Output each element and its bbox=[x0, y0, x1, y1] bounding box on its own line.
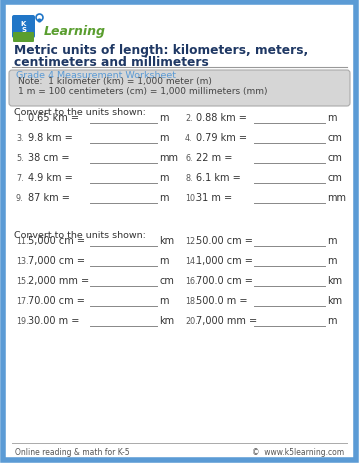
Text: ©  www.k5learning.com: © www.k5learning.com bbox=[252, 447, 344, 456]
FancyBboxPatch shape bbox=[12, 16, 35, 39]
Text: cm: cm bbox=[159, 275, 174, 285]
Text: m: m bbox=[159, 113, 168, 123]
Text: mm: mm bbox=[327, 193, 346, 203]
Text: S: S bbox=[21, 27, 26, 33]
Text: 9.8 km =: 9.8 km = bbox=[28, 133, 73, 143]
Text: m: m bbox=[327, 236, 336, 245]
Text: 87 km =: 87 km = bbox=[28, 193, 70, 203]
Text: 6.1 km =: 6.1 km = bbox=[196, 173, 241, 182]
Text: km: km bbox=[159, 315, 174, 325]
Text: 70.00 cm =: 70.00 cm = bbox=[28, 295, 85, 305]
Text: 14.: 14. bbox=[185, 257, 197, 265]
Text: km: km bbox=[327, 295, 342, 305]
Text: 0.65 km =: 0.65 km = bbox=[28, 113, 79, 123]
Text: Note:  1 kilometer (km) = 1,000 meter (m): Note: 1 kilometer (km) = 1,000 meter (m) bbox=[18, 77, 212, 86]
Text: m: m bbox=[159, 256, 168, 265]
Text: K: K bbox=[21, 21, 26, 27]
Text: cm: cm bbox=[327, 133, 342, 143]
Text: m: m bbox=[327, 113, 336, 123]
Text: 13.: 13. bbox=[16, 257, 28, 265]
Text: 2,000 mm =: 2,000 mm = bbox=[28, 275, 89, 285]
Text: 700.0 cm =: 700.0 cm = bbox=[196, 275, 253, 285]
Text: 7,000 cm =: 7,000 cm = bbox=[28, 256, 85, 265]
Text: 500.0 m =: 500.0 m = bbox=[196, 295, 247, 305]
Text: 10.: 10. bbox=[185, 194, 197, 203]
Text: cm: cm bbox=[327, 153, 342, 163]
Text: 3.: 3. bbox=[16, 134, 23, 143]
Text: cm: cm bbox=[327, 173, 342, 182]
Text: 7.: 7. bbox=[16, 174, 24, 182]
Text: Convert to the units shown:: Convert to the units shown: bbox=[14, 231, 146, 239]
FancyBboxPatch shape bbox=[3, 3, 356, 460]
Text: m: m bbox=[327, 315, 336, 325]
Text: 2.: 2. bbox=[185, 114, 193, 123]
Text: 12.: 12. bbox=[185, 237, 197, 245]
Text: Online reading & math for K-5: Online reading & math for K-5 bbox=[15, 447, 130, 456]
Text: mm: mm bbox=[159, 153, 178, 163]
Text: km: km bbox=[327, 275, 342, 285]
Text: 16.: 16. bbox=[185, 276, 197, 285]
FancyBboxPatch shape bbox=[13, 33, 34, 43]
Text: 0.79 km =: 0.79 km = bbox=[196, 133, 247, 143]
Text: 5.: 5. bbox=[16, 154, 24, 163]
FancyBboxPatch shape bbox=[9, 71, 350, 107]
Text: 11.: 11. bbox=[16, 237, 28, 245]
Text: 20.: 20. bbox=[185, 316, 197, 325]
Text: 4.9 km =: 4.9 km = bbox=[28, 173, 73, 182]
Text: 15.: 15. bbox=[16, 276, 29, 285]
Text: 19.: 19. bbox=[16, 316, 29, 325]
Text: 1,000 cm =: 1,000 cm = bbox=[196, 256, 253, 265]
Text: 50.00 cm =: 50.00 cm = bbox=[196, 236, 253, 245]
Text: Learning: Learning bbox=[44, 25, 106, 38]
Text: Convert to the units shown:: Convert to the units shown: bbox=[14, 108, 146, 117]
Text: 9.: 9. bbox=[16, 194, 24, 203]
Text: 18.: 18. bbox=[185, 296, 197, 305]
Text: 1.: 1. bbox=[16, 114, 23, 123]
Text: km: km bbox=[159, 236, 174, 245]
Text: m: m bbox=[327, 256, 336, 265]
Text: Metric units of length: kilometers, meters,: Metric units of length: kilometers, mete… bbox=[14, 44, 308, 57]
Text: 8.: 8. bbox=[185, 174, 192, 182]
Text: m: m bbox=[159, 193, 168, 203]
Text: 6.: 6. bbox=[185, 154, 192, 163]
Text: 17.: 17. bbox=[16, 296, 29, 305]
Text: 30.00 m =: 30.00 m = bbox=[28, 315, 79, 325]
Text: 0.88 km =: 0.88 km = bbox=[196, 113, 247, 123]
Text: 31 m =: 31 m = bbox=[196, 193, 232, 203]
Text: 1 m = 100 centimeters (cm) = 1,000 millimeters (mm): 1 m = 100 centimeters (cm) = 1,000 milli… bbox=[18, 87, 267, 96]
Text: m: m bbox=[159, 173, 168, 182]
Text: 4.: 4. bbox=[185, 134, 192, 143]
Text: 5,000 cm =: 5,000 cm = bbox=[28, 236, 85, 245]
Text: m: m bbox=[159, 133, 168, 143]
Text: 38 cm =: 38 cm = bbox=[28, 153, 70, 163]
Text: m: m bbox=[159, 295, 168, 305]
Text: 22 m =: 22 m = bbox=[196, 153, 232, 163]
Text: centimeters and millimeters: centimeters and millimeters bbox=[14, 56, 209, 69]
Text: 7,000 mm =: 7,000 mm = bbox=[196, 315, 257, 325]
Text: Grade 4 Measurement Worksheet: Grade 4 Measurement Worksheet bbox=[16, 71, 176, 80]
